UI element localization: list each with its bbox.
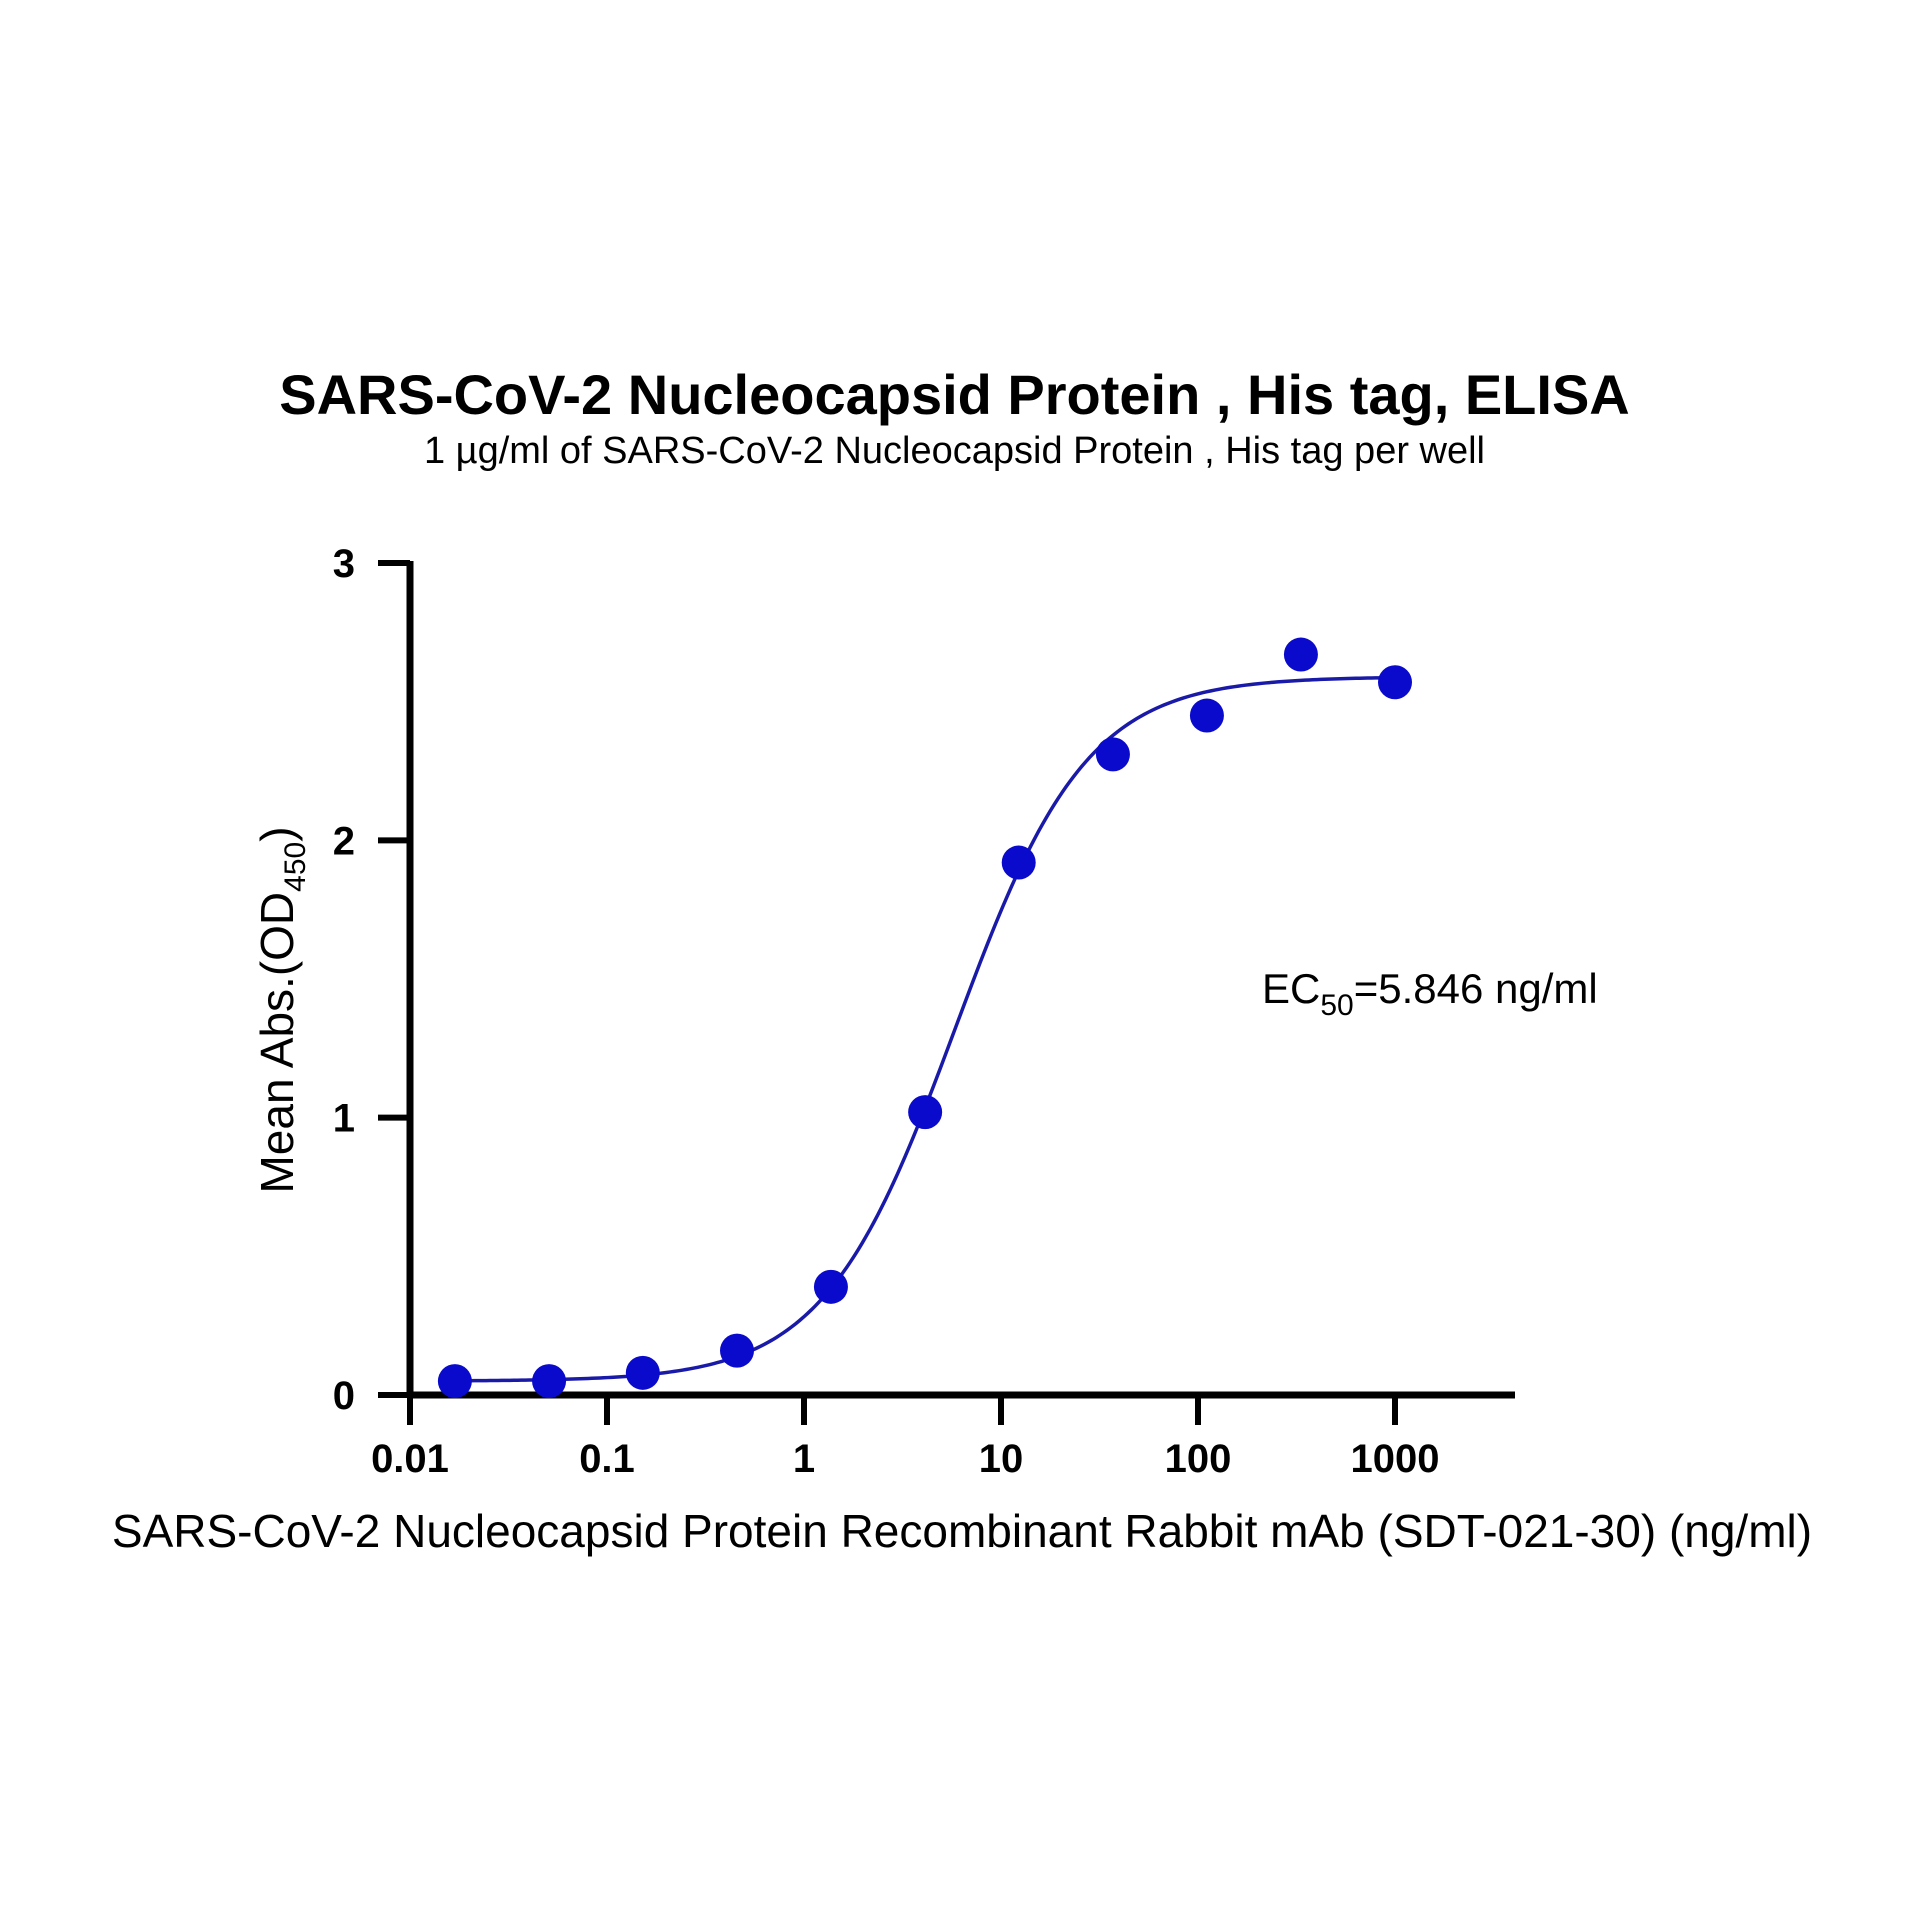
y-axis-label-suffix: ) (251, 826, 303, 841)
ec50-annotation: EC50=5.846 ng/ml (1262, 965, 1598, 1022)
data-point (813, 1269, 848, 1304)
x-tick-label: 1 (793, 1437, 815, 1481)
y-tick-label: 2 (333, 819, 355, 863)
y-axis-label-main: Mean Abs.(OD (251, 892, 303, 1194)
ec50-prefix: EC (1262, 965, 1320, 1012)
data-point (720, 1333, 755, 1368)
data-point (532, 1364, 567, 1399)
data-point (1378, 665, 1412, 700)
ticks: 0 1 2 3 0.01 0.1 1 10 100 1000 (333, 542, 1440, 1481)
y-tick-label: 1 (333, 1097, 355, 1141)
data-point (1189, 698, 1224, 733)
data-point (1283, 637, 1318, 672)
data-point (1001, 845, 1036, 880)
data-point (437, 1364, 472, 1399)
y-tick-label: 0 (333, 1374, 355, 1418)
ec50-subscript: 50 (1320, 989, 1353, 1022)
x-tick-label: 100 (1165, 1437, 1232, 1481)
data-point (908, 1095, 943, 1130)
x-tick-label: 1000 (1351, 1437, 1440, 1481)
y-axis-label: Mean Abs.(OD450) (251, 826, 312, 1193)
chart-title: SARS-CoV-2 Nucleocapsid Protein , His ta… (279, 363, 1630, 426)
fit-curve (454, 675, 1396, 1383)
data-point (625, 1355, 660, 1390)
y-axis-label-subscript: 450 (279, 842, 312, 892)
data-points (437, 637, 1412, 1399)
chart-subtitle: 1 µg/ml of SARS-CoV-2 Nucleocapsid Prote… (423, 430, 1485, 472)
x-tick-label: 0.01 (371, 1437, 449, 1481)
data-point (1095, 737, 1130, 772)
x-tick-label: 0.1 (579, 1437, 635, 1481)
x-tick-label: 10 (979, 1437, 1024, 1481)
y-tick-label: 3 (333, 542, 355, 586)
ec50-value: =5.846 ng/ml (1354, 965, 1598, 1012)
x-axis-label: SARS-CoV-2 Nucleocapsid Protein Recombin… (112, 1505, 1812, 1557)
axes (406, 561, 1515, 1399)
